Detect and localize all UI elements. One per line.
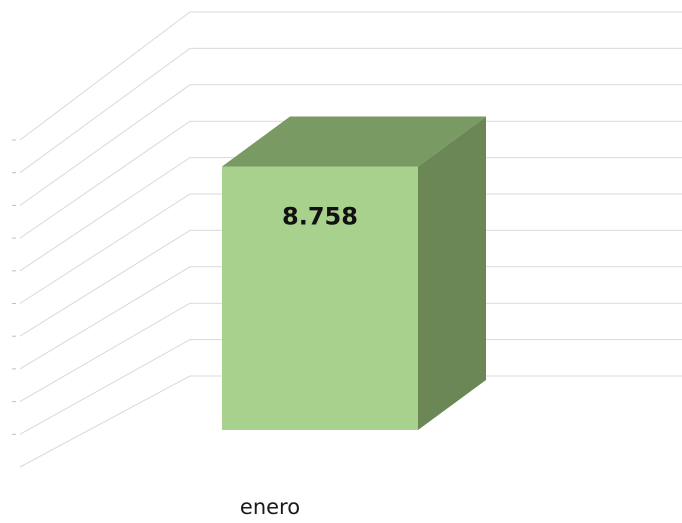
gridline (19, 120, 682, 239)
gridline (19, 84, 682, 206)
gridline (19, 229, 682, 337)
gridline (19, 375, 682, 468)
gridline (19, 11, 682, 141)
gridline (19, 157, 682, 272)
category-label: enero (240, 495, 300, 519)
gridline (19, 339, 682, 435)
chart-labels: 8.758 enero (240, 202, 358, 519)
gridline (19, 302, 682, 403)
bar-side-face (418, 116, 486, 431)
gridline (19, 266, 682, 370)
chart-gridlines (12, 11, 682, 468)
gridline (19, 193, 682, 304)
bar-front-face (222, 166, 418, 431)
chart-bars (222, 116, 486, 431)
gridline (19, 47, 682, 174)
data-label: 8.758 (282, 202, 358, 230)
bar-top-face (222, 116, 486, 167)
